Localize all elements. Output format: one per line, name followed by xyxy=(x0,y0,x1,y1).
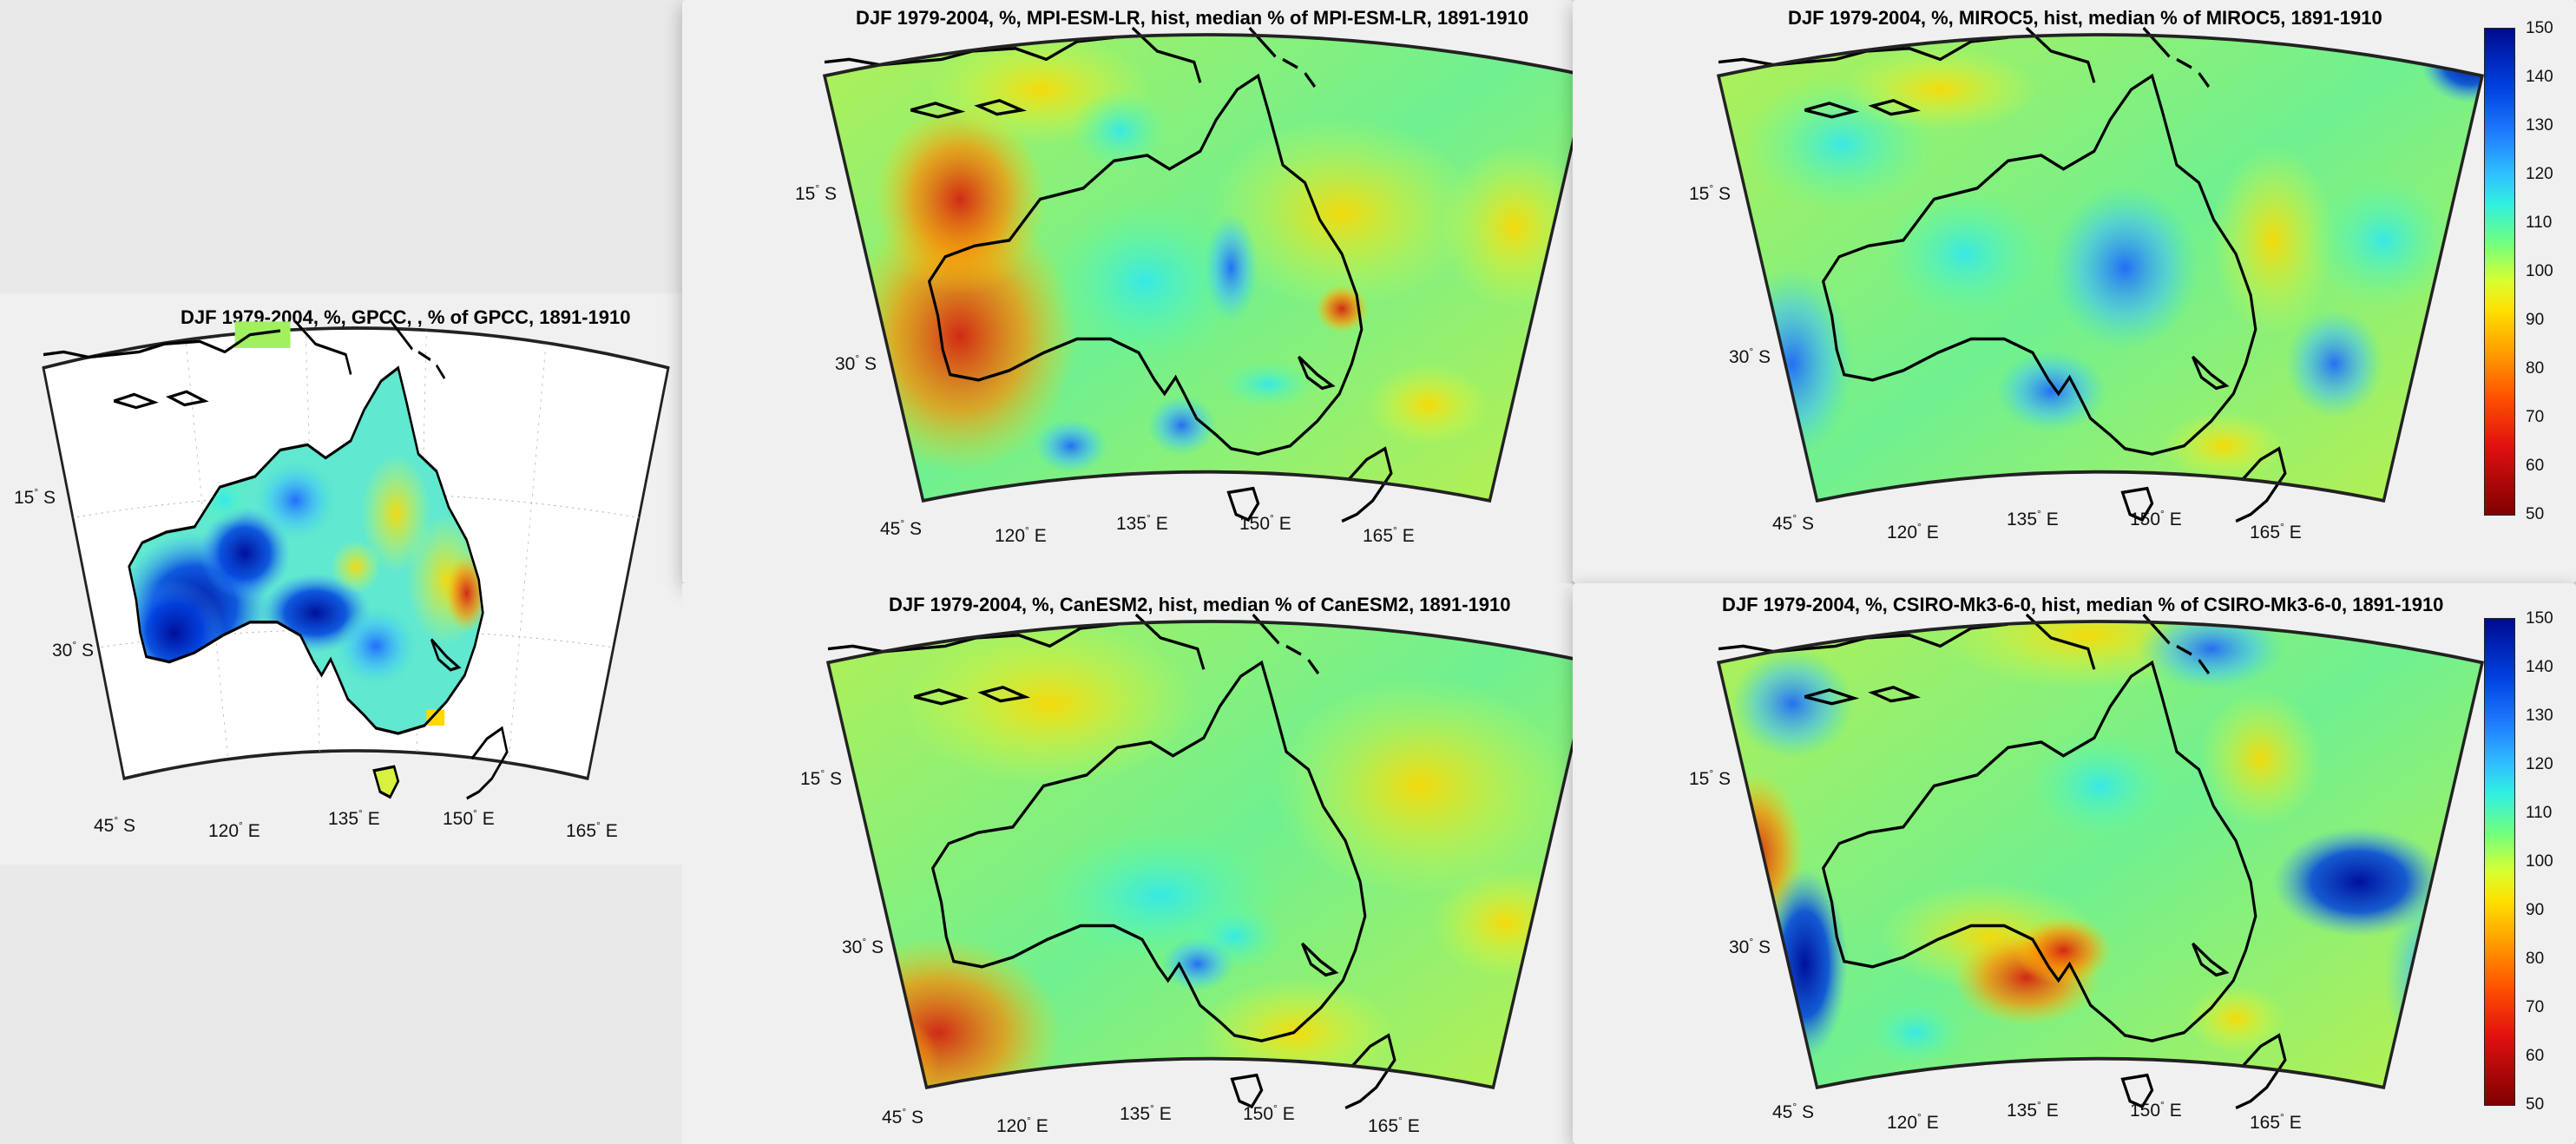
csiro-lon-tick-165: 165° E xyxy=(2250,1111,2302,1133)
gpcc-lat-tick-15: 15° S xyxy=(14,486,56,508)
cbar2-tick: 90 xyxy=(2526,901,2545,919)
canesm-lon-tick-135: 135° E xyxy=(1120,1102,1172,1124)
csiro-lon-tick-135: 135° E xyxy=(2007,1099,2059,1121)
cbar1-tick: 130 xyxy=(2526,116,2553,135)
canesm-lon-tick-150: 150° E xyxy=(1243,1102,1295,1124)
gpcc-figure-window: DJF 1979-2004, %, GPCC, , % of GPCC, 189… xyxy=(0,293,682,865)
gpcc-lat-tick-30: 30° S xyxy=(52,639,95,661)
canesm-lat-tick-15: 15° S xyxy=(800,767,843,789)
gpcc-map xyxy=(42,319,670,800)
canesm-lon-tick-120: 120° E xyxy=(996,1114,1048,1136)
gpcc-lon-tick-165: 165° E xyxy=(566,819,618,841)
miroc-lat-tick-15: 15° S xyxy=(1689,182,1732,204)
mpi-lat-tick-45: 45° S xyxy=(880,517,923,539)
mpi-lat-tick-30: 30° S xyxy=(835,352,877,374)
cbar2-tick: 150 xyxy=(2526,609,2553,628)
mpi-figure-window: DJF 1979-2004, %, MPI-ESM-LR, hist, medi… xyxy=(682,0,1591,583)
cbar1-tick: 100 xyxy=(2526,262,2553,280)
mpi-lon-tick-135: 135° E xyxy=(1116,512,1168,534)
cbar1-tick: 80 xyxy=(2526,359,2545,378)
miroc-lon-tick-165: 165° E xyxy=(2250,521,2302,542)
cbar1-tick: 150 xyxy=(2526,19,2553,37)
miroc-lon-tick-150: 150° E xyxy=(2130,508,2182,529)
mpi-lon-tick-150: 150° E xyxy=(1239,512,1291,534)
cbar1-tick: 90 xyxy=(2526,311,2545,329)
miroc-lat-tick-30: 30° S xyxy=(1729,345,1771,367)
cbar2-tick: 60 xyxy=(2526,1047,2545,1065)
miroc-map xyxy=(1716,26,2485,523)
cbar2-tick: 100 xyxy=(2526,852,2553,871)
cbar1-tick: 120 xyxy=(2526,165,2553,183)
cbar2-tick: 130 xyxy=(2526,707,2553,725)
canesm-lon-tick-165: 165° E xyxy=(1368,1114,1420,1136)
csiro-colorbar xyxy=(2484,618,2515,1106)
canesm-figure-window: DJF 1979-2004, %, CanESM2, hist, median … xyxy=(682,583,1594,1144)
csiro-lon-tick-150: 150° E xyxy=(2130,1099,2182,1121)
csiro-map xyxy=(1716,613,2485,1110)
csiro-lon-tick-120: 120° E xyxy=(1887,1111,1939,1133)
miroc-colorbar-ticks: 150 140 130 120 110 100 90 80 70 60 50 xyxy=(2526,19,2569,523)
mpi-map xyxy=(822,26,1591,523)
gpcc-lon-tick-135: 135° E xyxy=(328,807,380,829)
miroc-lat-tick-45: 45° S xyxy=(1772,512,1815,534)
cbar2-tick: 140 xyxy=(2526,658,2553,676)
miroc-figure-window: DJF 1979-2004, %, MIROC5, hist, median %… xyxy=(1573,0,2576,583)
cbar1-tick: 110 xyxy=(2526,214,2553,232)
cbar1-tick: 50 xyxy=(2526,505,2545,523)
csiro-map-title: DJF 1979-2004, %, CSIRO-Mk3-6-0, hist, m… xyxy=(1722,594,2444,615)
cbar2-tick: 70 xyxy=(2526,998,2545,1016)
gpcc-lon-tick-150: 150° E xyxy=(443,807,495,829)
miroc-lon-tick-135: 135° E xyxy=(2007,508,2059,529)
cbar2-tick: 110 xyxy=(2526,804,2553,822)
csiro-figure-window: DJF 1979-2004, %, CSIRO-Mk3-6-0, hist, m… xyxy=(1573,583,2576,1144)
csiro-lat-tick-30: 30° S xyxy=(1729,936,1771,957)
gpcc-lat-tick-45: 45° S xyxy=(94,814,136,836)
miroc-map-title: DJF 1979-2004, %, MIROC5, hist, median %… xyxy=(1788,7,2382,29)
mpi-lat-tick-15: 15° S xyxy=(795,182,838,204)
canesm-lat-tick-45: 45° S xyxy=(882,1106,924,1128)
canesm-lat-tick-30: 30° S xyxy=(842,936,884,957)
cbar1-tick: 140 xyxy=(2526,68,2553,86)
canesm-map xyxy=(825,613,1594,1110)
mpi-lon-tick-120: 120° E xyxy=(995,524,1047,546)
cbar2-tick: 50 xyxy=(2526,1095,2545,1114)
gpcc-lon-tick-120: 120° E xyxy=(208,819,260,841)
miroc-lon-tick-120: 120° E xyxy=(1887,521,1939,542)
mpi-map-title: DJF 1979-2004, %, MPI-ESM-LR, hist, medi… xyxy=(856,7,1529,29)
miroc-colorbar xyxy=(2484,28,2515,516)
cbar1-tick: 60 xyxy=(2526,457,2545,475)
canesm-map-title: DJF 1979-2004, %, CanESM2, hist, median … xyxy=(889,594,1511,615)
cbar2-tick: 80 xyxy=(2526,950,2545,968)
cbar1-tick: 70 xyxy=(2526,408,2545,426)
mpi-lon-tick-165: 165° E xyxy=(1363,524,1415,546)
cbar2-tick: 120 xyxy=(2526,755,2553,773)
csiro-colorbar-ticks: 150 140 130 120 110 100 90 80 70 60 50 xyxy=(2526,609,2569,1114)
csiro-lat-tick-45: 45° S xyxy=(1772,1101,1815,1122)
csiro-lat-tick-15: 15° S xyxy=(1689,767,1732,789)
